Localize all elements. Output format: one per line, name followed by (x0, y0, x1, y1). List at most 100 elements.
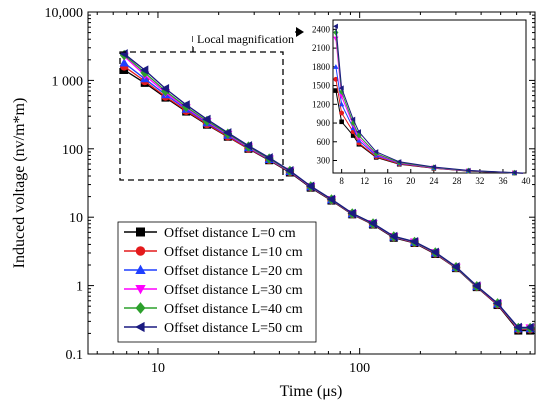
inset-y-tick-label: 1500 (312, 81, 331, 91)
data-point (139, 65, 149, 75)
y-axis-label: Induced voltage (nv/m*m) (11, 98, 28, 269)
data-point (264, 153, 273, 163)
legend-label: Offset distance L=20 cm (164, 264, 303, 279)
inset-y-tick-label: 300 (317, 156, 331, 166)
inset-background (305, 19, 529, 180)
data-point (347, 208, 356, 218)
magnification-arrow-head (296, 27, 304, 37)
data-point (223, 128, 232, 138)
inset-data-point (431, 164, 436, 170)
inset-data-point (350, 116, 356, 122)
inset-chart: 300 600 900 1200 1500 1800 2100 2400 8 12 16 20 24 2… (305, 19, 531, 186)
inset-series-6 (333, 23, 524, 176)
data-point (513, 322, 522, 332)
inset-x-tick-label: 36 (498, 176, 508, 186)
data-point (368, 218, 377, 228)
inset-x-tick-label: 40 (522, 176, 532, 186)
data-point (388, 231, 398, 241)
legend-frame (117, 221, 317, 343)
inset-y-tick-label: 1200 (312, 99, 331, 109)
main-x-axis: 10 100 (96, 12, 531, 376)
inset-data-point (333, 88, 339, 93)
legend-marker (135, 284, 146, 295)
data-point (430, 247, 439, 257)
x-tick-label: 10 (151, 361, 165, 376)
legend-marker (135, 302, 146, 314)
legend-item: Offset distance L=20 cm (124, 264, 303, 279)
legend-item: Offset distance L=30 cm (124, 283, 303, 298)
inset-data-point (373, 149, 379, 155)
inset-data-point (350, 120, 356, 127)
inset-data-point (339, 110, 345, 116)
legend-item: Offset distance L=10 cm (124, 245, 303, 260)
inset-data-point (333, 76, 339, 82)
inset-data-point (339, 119, 344, 125)
legend-label: Offset distance L=40 cm (164, 302, 303, 317)
inset-series-group (333, 23, 524, 176)
inset-x-tick-label: 28 (452, 176, 462, 186)
inset-data-point (339, 88, 345, 95)
inset-data-point (511, 169, 517, 176)
legend-marker (135, 321, 145, 333)
legend-label: Offset distance L=10 cm (164, 245, 303, 260)
y-tick-label: 1 000 (52, 74, 84, 89)
data-point (305, 181, 315, 191)
legend-label: Offset distance L=30 cm (164, 283, 303, 298)
data-point (451, 262, 460, 272)
data-point (326, 194, 336, 204)
inset-data-point (333, 29, 339, 36)
inset-y-tick-label: 600 (317, 137, 331, 147)
main-series-group (119, 49, 535, 335)
inset-x-tick-label: 16 (383, 176, 393, 186)
data-point (492, 298, 502, 308)
inset-y-tick-label: 2400 (312, 24, 331, 34)
inset-y-tick-label: 1800 (312, 62, 331, 72)
y-tick-label: 10,000 (45, 6, 84, 21)
inset-data-point (350, 133, 356, 138)
inset-x-axis: 8 12 16 20 24 28 32 36 40 (339, 169, 531, 186)
local-magnification-region: Local magnification (119, 27, 304, 181)
inset-x-tick-label: 32 (475, 176, 484, 186)
inset-x-tick-label: 12 (360, 176, 369, 186)
data-point (119, 58, 129, 67)
legend-label: Offset distance L=50 cm (164, 321, 303, 336)
y-tick-label: 10 (69, 211, 83, 226)
inset-data-point (338, 101, 345, 107)
inset-data-point (333, 64, 339, 69)
inset-data-point (356, 129, 361, 135)
inset-y-tick-label: 900 (317, 118, 331, 128)
data-point (202, 114, 211, 124)
main-plot-frame (87, 11, 536, 355)
y-tick-label: 0.1 (66, 348, 84, 363)
inset-data-point (338, 85, 344, 91)
magnification-box (119, 51, 284, 181)
data-point (181, 100, 190, 110)
y-tick-label: 100 (62, 143, 83, 158)
data-point (409, 236, 419, 247)
inset-plot-frame (332, 19, 527, 174)
series-offset-distance-l-50-cm (119, 49, 534, 332)
inset-series-line (335, 26, 524, 174)
data-point (243, 141, 253, 151)
y-tick-label: 1 (76, 280, 83, 295)
inset-y-tick-label: 2100 (312, 43, 331, 53)
main-y-axis: 0.1 1 10 100 1 000 10,000 (45, 6, 535, 363)
main-chart: 0.1 1 10 100 1 000 10,000 10 100 Time (μs) Ind… (11, 6, 536, 400)
magnification-annotation: Local magnification (197, 32, 294, 46)
legend-item: Offset distance L=0 cm (124, 226, 296, 241)
legend-marker (135, 246, 146, 256)
inset-y-axis: 300 600 900 1200 1500 1800 2100 2400 (312, 24, 337, 166)
legend-item: Offset distance L=50 cm (124, 321, 303, 336)
data-point (525, 322, 534, 332)
inset-data-point (333, 23, 338, 29)
data-point (471, 281, 481, 291)
annotation-background (193, 30, 295, 47)
legend-label: Offset distance L=0 cm (164, 226, 296, 241)
inset-x-tick-label: 8 (339, 176, 344, 186)
legend: Offset distance L=0 cm Offset distance L=… (117, 221, 317, 343)
data-point (285, 166, 294, 176)
data-point (160, 83, 170, 94)
inset-x-tick-label: 20 (406, 176, 416, 186)
legend-marker (136, 227, 145, 237)
